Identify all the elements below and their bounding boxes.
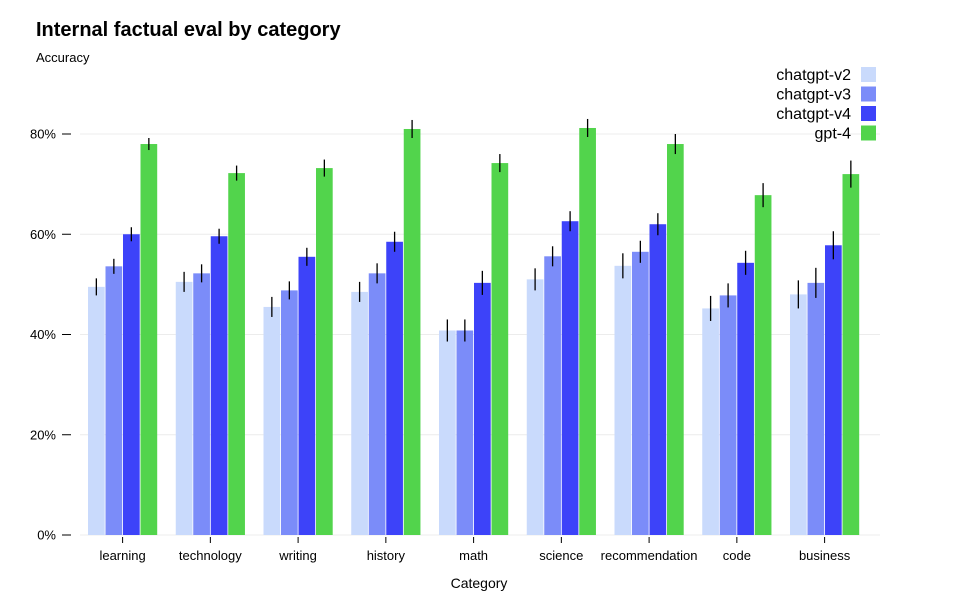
y-tick-label: 40%	[30, 327, 56, 342]
bar-chatgpt-v4-history	[386, 242, 403, 535]
y-tick-label: 0%	[37, 528, 56, 543]
bar-chatgpt-v2-science	[527, 279, 544, 535]
bar-chatgpt-v3-writing	[281, 290, 298, 535]
bar-gpt-4-writing	[316, 168, 333, 535]
bar-gpt-4-recommendation	[667, 144, 684, 535]
bar-chatgpt-v4-learning	[123, 234, 140, 535]
y-tick-label: 80%	[30, 127, 56, 142]
bar-chatgpt-v3-technology	[193, 273, 210, 535]
bar-chatgpt-v2-writing	[264, 307, 281, 535]
x-tick-label: business	[799, 548, 851, 563]
bar-chatgpt-v3-learning	[106, 266, 123, 535]
y-tick-label: 20%	[30, 427, 56, 442]
legend-swatch-chatgpt-v4	[861, 106, 876, 121]
bar-chatgpt-v2-business	[790, 294, 807, 535]
bar-gpt-4-math	[492, 163, 509, 535]
bar-gpt-4-code	[755, 195, 772, 535]
x-tick-label: recommendation	[601, 548, 698, 563]
bar-chatgpt-v4-writing	[299, 257, 316, 535]
y-tick-label: 60%	[30, 227, 56, 242]
bar-chatgpt-v3-code	[720, 295, 737, 535]
legend-swatch-chatgpt-v2	[861, 67, 876, 82]
bar-chatgpt-v4-recommendation	[650, 224, 667, 535]
x-tick-label: history	[367, 548, 406, 563]
bar-chatgpt-v2-technology	[176, 282, 193, 535]
bar-chatgpt-v4-technology	[211, 236, 228, 535]
bar-chatgpt-v4-math	[474, 283, 491, 535]
bar-gpt-4-learning	[141, 144, 158, 535]
bar-chatgpt-v3-recommendation	[632, 252, 649, 535]
legend-label: gpt-4	[815, 126, 852, 143]
bar-gpt-4-technology	[228, 173, 245, 535]
bar-chatgpt-v4-code	[737, 263, 754, 535]
x-tick-label: learning	[99, 548, 145, 563]
bar-chatgpt-v3-business	[808, 283, 825, 535]
legend-label: chatgpt-v2	[776, 67, 851, 84]
bar-chatgpt-v3-history	[369, 273, 386, 535]
x-tick-label: math	[459, 548, 488, 563]
bar-gpt-4-business	[843, 174, 860, 535]
bar-chatgpt-v2-recommendation	[615, 266, 632, 535]
bar-gpt-4-history	[404, 129, 421, 535]
bar-chatgpt-v4-business	[825, 245, 842, 535]
bar-gpt-4-science	[579, 128, 596, 535]
x-tick-label: writing	[278, 548, 317, 563]
bar-chatgpt-v3-science	[544, 256, 561, 535]
x-axis-label: Category	[0, 575, 958, 591]
legend-label: chatgpt-v3	[776, 87, 851, 104]
bar-chatgpt-v3-math	[457, 330, 474, 535]
bar-chatgpt-v2-history	[351, 292, 368, 535]
legend-swatch-chatgpt-v3	[861, 87, 876, 102]
x-tick-label: technology	[179, 548, 242, 563]
bar-chatgpt-v2-code	[702, 308, 719, 535]
x-tick-label: code	[723, 548, 751, 563]
bar-chatgpt-v2-math	[439, 330, 456, 535]
legend-label: chatgpt-v4	[776, 106, 851, 123]
x-tick-label: science	[539, 548, 583, 563]
bar-chatgpt-v4-science	[562, 221, 579, 535]
legend-swatch-gpt-4	[861, 126, 876, 141]
bar-chatgpt-v2-learning	[88, 287, 105, 535]
